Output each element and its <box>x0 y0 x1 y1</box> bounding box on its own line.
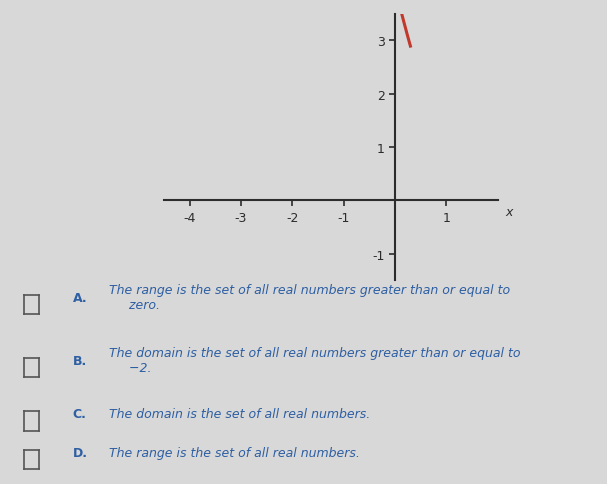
Text: D.: D. <box>73 446 88 459</box>
Text: B.: B. <box>73 354 87 367</box>
Text: x: x <box>506 205 513 218</box>
Text: The domain is the set of all real numbers.: The domain is the set of all real number… <box>109 408 370 420</box>
Text: The range is the set of all real numbers greater than or equal to
     zero.: The range is the set of all real numbers… <box>109 284 510 312</box>
Text: The range is the set of all real numbers.: The range is the set of all real numbers… <box>109 446 360 459</box>
Text: A.: A. <box>73 291 87 304</box>
Text: The domain is the set of all real numbers greater than or equal to
     −2.: The domain is the set of all real number… <box>109 347 521 375</box>
Text: C.: C. <box>73 408 87 420</box>
